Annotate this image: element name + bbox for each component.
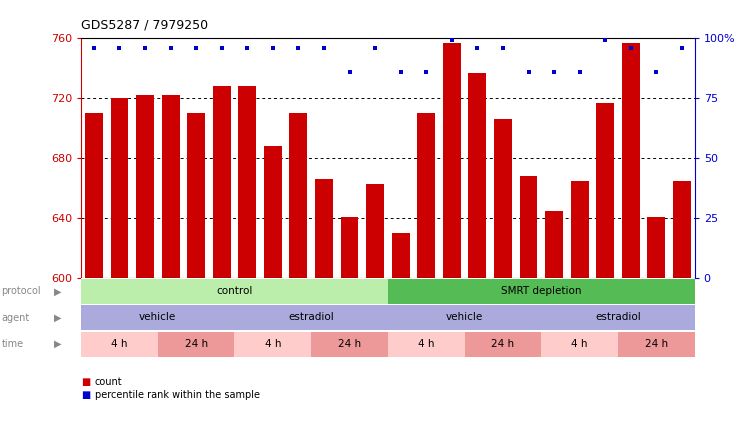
Text: ▶: ▶ [54,286,62,297]
Bar [187,113,205,278]
Bar [494,119,512,278]
Text: vehicle: vehicle [446,312,483,322]
Bar [136,95,154,278]
Text: 4 h: 4 h [572,339,588,349]
Bar [388,305,541,330]
Bar [315,179,333,278]
Text: protocol: protocol [2,286,41,297]
Bar [388,332,465,357]
Bar [238,86,256,278]
Text: 4 h: 4 h [264,339,281,349]
Bar [647,217,665,278]
Bar [289,113,307,278]
Bar [596,103,614,278]
Text: estradiol: estradiol [595,312,641,322]
Text: 24 h: 24 h [491,339,514,349]
Text: time: time [2,339,23,349]
Bar [81,332,158,357]
Text: estradiol: estradiol [288,312,334,322]
Bar [418,113,435,278]
Bar [465,332,541,357]
Bar [545,211,563,278]
Text: percentile rank within the sample: percentile rank within the sample [95,390,260,400]
Bar [618,332,695,357]
Bar [264,146,282,278]
Text: 24 h: 24 h [645,339,668,349]
Bar [622,43,640,278]
Bar [541,332,618,357]
Text: control: control [216,286,252,296]
Text: vehicle: vehicle [139,312,176,322]
Bar [520,176,538,278]
Text: ■: ■ [81,377,90,387]
Text: ▶: ▶ [54,339,62,349]
Text: 24 h: 24 h [338,339,361,349]
Text: SMRT depletion: SMRT depletion [501,286,581,296]
Bar [213,86,231,278]
Text: agent: agent [2,313,30,323]
Bar [85,113,103,278]
Bar [571,181,589,278]
Bar [234,332,311,357]
Bar [366,184,384,278]
Bar [341,217,358,278]
Text: GDS5287 / 7979250: GDS5287 / 7979250 [81,19,208,32]
Bar [673,181,691,278]
Bar [110,98,128,278]
Bar [81,305,234,330]
Bar [388,279,695,304]
Bar [234,305,388,330]
Text: ▶: ▶ [54,313,62,323]
Text: 4 h: 4 h [418,339,435,349]
Bar [311,332,388,357]
Bar [158,332,234,357]
Bar [469,73,487,278]
Bar [443,43,461,278]
Bar [541,305,695,330]
Text: 4 h: 4 h [111,339,128,349]
Text: ■: ■ [81,390,90,400]
Bar [81,279,388,304]
Bar [161,95,179,278]
Bar [392,233,409,278]
Text: count: count [95,377,122,387]
Text: 24 h: 24 h [185,339,208,349]
